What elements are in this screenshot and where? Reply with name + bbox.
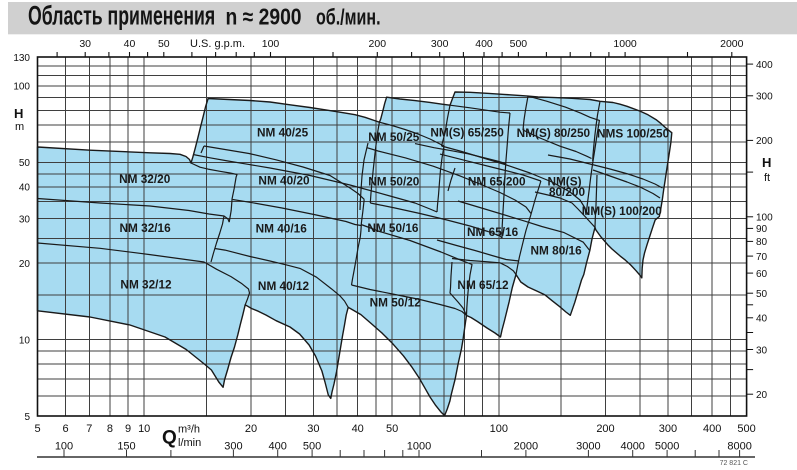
svg-text:500: 500 <box>510 38 528 50</box>
svg-text:400: 400 <box>703 423 721 435</box>
svg-text:300: 300 <box>224 441 242 453</box>
svg-text:1000: 1000 <box>613 38 637 50</box>
svg-text:30: 30 <box>756 345 768 356</box>
svg-text:72 821 C: 72 821 C <box>720 460 748 467</box>
svg-text:ft: ft <box>764 172 770 184</box>
svg-text:2000: 2000 <box>720 38 744 50</box>
svg-text:H: H <box>762 155 771 170</box>
svg-text:NM 50/16: NM 50/16 <box>367 221 419 235</box>
svg-text:300: 300 <box>431 38 449 50</box>
svg-text:n ≈ 2900: n ≈ 2900 <box>226 5 302 30</box>
svg-text:200: 200 <box>369 38 387 50</box>
svg-text:40: 40 <box>124 38 136 50</box>
svg-text:100: 100 <box>13 82 30 93</box>
svg-text:30: 30 <box>19 214 31 225</box>
svg-text:NM 40/25: NM 40/25 <box>257 125 309 139</box>
svg-text:30: 30 <box>79 38 91 50</box>
svg-text:NM(S) 80/250: NM(S) 80/250 <box>517 126 591 140</box>
svg-text:10: 10 <box>19 335 31 346</box>
svg-text:40: 40 <box>756 314 768 325</box>
svg-text:20: 20 <box>245 423 257 435</box>
svg-text:10: 10 <box>138 423 150 435</box>
svg-text:50: 50 <box>19 158 31 169</box>
svg-text:400: 400 <box>475 38 493 50</box>
svg-text:5: 5 <box>24 412 30 423</box>
svg-text:50: 50 <box>158 38 170 50</box>
svg-text:80: 80 <box>756 237 768 248</box>
svg-text:NM 32/16: NM 32/16 <box>120 221 172 235</box>
svg-text:8000: 8000 <box>727 441 751 453</box>
svg-text:500: 500 <box>737 423 755 435</box>
svg-text:NM 32/12: NM 32/12 <box>120 278 172 292</box>
svg-text:l/min: l/min <box>178 437 201 449</box>
svg-text:100: 100 <box>55 441 73 453</box>
svg-text:80/200: 80/200 <box>549 185 586 199</box>
svg-text:1000: 1000 <box>407 441 431 453</box>
svg-text:NM(S) 100/200: NM(S) 100/200 <box>582 204 662 218</box>
svg-text:100: 100 <box>756 213 773 224</box>
svg-text:NMS 100/250: NMS 100/250 <box>597 127 670 141</box>
svg-text:40: 40 <box>352 423 364 435</box>
svg-text:50: 50 <box>386 423 398 435</box>
svg-text:90: 90 <box>756 224 768 235</box>
svg-text:300: 300 <box>659 423 677 435</box>
svg-text:100: 100 <box>490 423 508 435</box>
svg-text:4000: 4000 <box>620 441 644 453</box>
svg-text:5000: 5000 <box>655 441 679 453</box>
svg-text:6: 6 <box>63 423 69 435</box>
svg-text:NM 80/16: NM 80/16 <box>531 244 583 258</box>
svg-text:7: 7 <box>86 423 92 435</box>
svg-text:NM(S): NM(S) <box>547 174 581 188</box>
svg-text:40: 40 <box>19 183 31 194</box>
svg-text:об./мин.: об./мин. <box>316 6 381 30</box>
svg-text:NM 50/12: NM 50/12 <box>370 296 422 310</box>
svg-text:U.S. g.p.m.: U.S. g.p.m. <box>190 38 245 50</box>
svg-text:NM 65/200: NM 65/200 <box>468 175 526 189</box>
svg-text:400: 400 <box>756 60 773 71</box>
svg-text:20: 20 <box>756 390 768 401</box>
svg-text:NM 50/20: NM 50/20 <box>368 174 420 188</box>
svg-text:60: 60 <box>756 269 768 280</box>
svg-text:500: 500 <box>303 441 321 453</box>
svg-text:5: 5 <box>34 423 40 435</box>
svg-text:NM 32/20: NM 32/20 <box>119 172 171 186</box>
svg-text:9: 9 <box>125 423 131 435</box>
svg-text:200: 200 <box>596 423 614 435</box>
svg-text:30: 30 <box>307 423 319 435</box>
svg-text:NM 40/16: NM 40/16 <box>256 222 308 236</box>
svg-text:m³/h: m³/h <box>178 424 200 436</box>
svg-text:NM(S) 65/250: NM(S) 65/250 <box>430 126 504 140</box>
svg-text:200: 200 <box>756 136 773 147</box>
svg-text:300: 300 <box>756 92 773 103</box>
svg-text:150: 150 <box>117 441 135 453</box>
svg-text:20: 20 <box>19 259 31 270</box>
svg-text:70: 70 <box>756 252 768 263</box>
svg-text:NM 40/12: NM 40/12 <box>258 279 310 293</box>
svg-text:NM 40/20: NM 40/20 <box>258 173 310 187</box>
svg-text:H: H <box>14 106 23 121</box>
svg-text:50: 50 <box>756 289 768 300</box>
svg-text:m: m <box>15 121 24 133</box>
svg-text:400: 400 <box>269 441 287 453</box>
svg-text:NM 65/12: NM 65/12 <box>457 278 509 292</box>
svg-text:3000: 3000 <box>576 441 600 453</box>
svg-text:NM 50/25: NM 50/25 <box>368 130 420 144</box>
svg-text:130: 130 <box>13 53 30 64</box>
svg-text:NM 65/16: NM 65/16 <box>467 225 519 239</box>
svg-text:8: 8 <box>107 423 113 435</box>
svg-text:100: 100 <box>262 38 280 50</box>
svg-text:Q: Q <box>162 428 177 449</box>
svg-text:Область применения: Область применения <box>28 0 215 31</box>
svg-text:2000: 2000 <box>514 441 538 453</box>
